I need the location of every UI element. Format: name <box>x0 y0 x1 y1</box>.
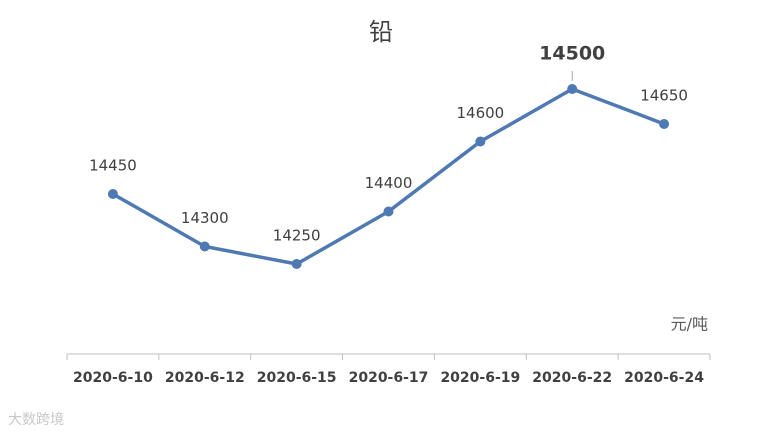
data-label: 14250 <box>273 227 321 245</box>
data-label: 14400 <box>365 174 413 192</box>
point <box>383 206 394 217</box>
annotation: 14500 <box>539 43 605 65</box>
point <box>659 119 670 129</box>
x-tick-label: 2020-6-10 <box>73 370 153 386</box>
x-tick-label: 2020-6-17 <box>349 370 429 386</box>
x-tick-label: 2020-6-15 <box>257 370 337 386</box>
x-tick-label: 2020-6-12 <box>165 370 245 386</box>
point <box>199 241 210 252</box>
x-tick-label: 2020-6-19 <box>440 370 520 386</box>
x-tick-label: 2020-6-24 <box>624 370 704 386</box>
data-label: 14650 <box>640 87 688 105</box>
point <box>475 136 486 147</box>
chart-title: 铅 <box>369 18 393 46</box>
point <box>107 189 118 199</box>
point <box>291 259 302 269</box>
watermark: 大数跨境 <box>8 412 64 428</box>
point <box>567 84 578 94</box>
x-tick-label: 2020-6-22 <box>532 370 612 386</box>
data-label: 14450 <box>89 157 137 175</box>
data-label: 14300 <box>181 209 229 227</box>
data-label: 14600 <box>456 104 504 122</box>
unit-label: 元/吨 <box>671 315 708 334</box>
